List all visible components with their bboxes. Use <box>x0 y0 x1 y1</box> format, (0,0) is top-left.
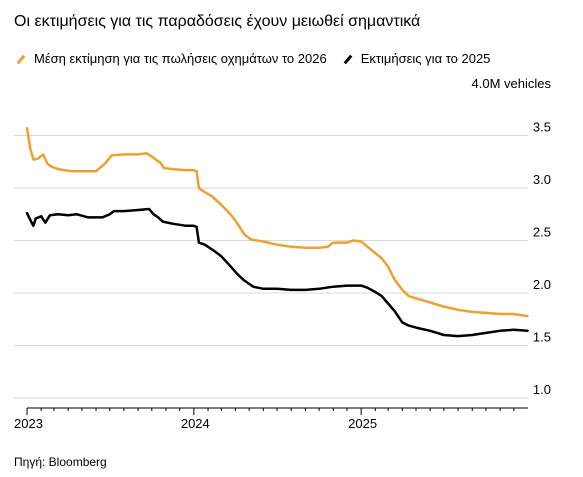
legend-label-2025: Εκτιμήσεις για το 2025 <box>360 51 491 66</box>
x-tick-label: 2023 <box>14 416 43 431</box>
y-tick-label: 3.5 <box>533 120 551 135</box>
series-line-2025 <box>25 207 529 338</box>
chart-title: Οι εκτιμήσεις για τις παραδόσεις έχουν μ… <box>14 13 421 30</box>
line-chart: 2023 2024 2025 3.5 3.0 2.5 2.0 1.5 1.0 4.0M veh… <box>14 76 552 431</box>
y-tick-label: 1.0 <box>533 382 551 397</box>
y-tick-label: 3.0 <box>533 172 551 187</box>
legend: Μέση εκτίμηση για τις πωλήσεις οχημάτων … <box>14 50 504 68</box>
y-tick-label: 2.5 <box>533 225 551 240</box>
y-tick-labels: 3.5 3.0 2.5 2.0 1.5 1.0 <box>533 120 551 398</box>
y-tick-label: 1.5 <box>533 330 551 345</box>
y-tick-label: 2.0 <box>533 277 551 292</box>
x-tick-label: 2024 <box>181 416 210 431</box>
legend-label-2026: Μέση εκτίμηση για τις πωλήσεις οχημάτων … <box>34 51 327 66</box>
source-note: Πηγή: Bloomberg <box>14 455 107 469</box>
legend-item-2026: Μέση εκτίμηση για τις πωλήσεις οχημάτων … <box>14 50 327 68</box>
x-axis: 2023 2024 2025 <box>14 407 528 431</box>
grid-lines <box>14 135 528 399</box>
x-tick-label: 2025 <box>348 416 377 431</box>
series-line-2026 <box>25 126 529 318</box>
series-lines <box>25 126 529 338</box>
legend-item-2025: Εκτιμήσεις για το 2025 <box>341 50 491 68</box>
unit-label: 4.0M vehicles <box>472 76 552 91</box>
